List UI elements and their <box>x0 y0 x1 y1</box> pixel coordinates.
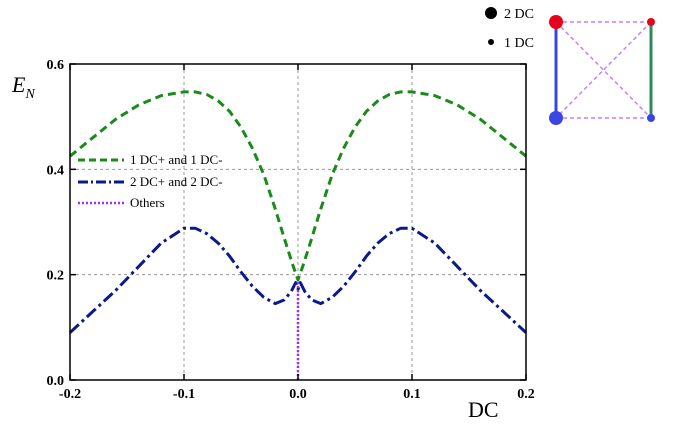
legend-label-series-3: Others <box>130 195 165 210</box>
y-tick-label: 0.6 <box>47 58 65 73</box>
x-axis-title: DC <box>468 397 499 422</box>
x-tick-label: -0.2 <box>59 387 81 402</box>
legend-label-series-2: 2 DC+ and 2 DC- <box>130 174 223 189</box>
y-tick-label: 0.0 <box>47 374 65 389</box>
y-tick-label: 0.4 <box>47 163 65 178</box>
y-axis-title: EN <box>11 72 35 102</box>
axis-ticks: -0.2 -0.1 0.0 0.1 0.2 0.0 0.2 0.4 0.6 <box>47 58 535 402</box>
legend-label-series-1: 1 DC+ and 1 DC- <box>130 152 223 167</box>
grid-lines <box>70 64 526 380</box>
inset-node-top-left <box>549 15 563 29</box>
inset-node-top-right <box>647 18 655 26</box>
inset-node-bottom-left <box>549 111 563 125</box>
inset-legend-large-dot <box>485 7 497 19</box>
x-tick-label: -0.1 <box>173 387 195 402</box>
x-tick-label: 0.0 <box>289 387 307 402</box>
plot-curves <box>68 90 528 380</box>
inset-edge-diagonal-2 <box>555 21 652 119</box>
inset-legend-small-dot <box>488 39 494 45</box>
inset-edge-diagonal-1 <box>555 21 652 119</box>
x-tick-label: 0.2 <box>517 387 535 402</box>
y-tick-label: 0.2 <box>47 269 65 284</box>
series-line-2 <box>68 226 528 334</box>
chart-legend: 1 DC+ and 1 DC- 2 DC+ and 2 DC- Others <box>78 152 223 210</box>
inset-node-bottom-right <box>647 114 655 122</box>
x-tick-label: 0.1 <box>403 387 421 402</box>
inset-legend-large-label: 2 DC <box>504 7 534 22</box>
inset-diagram: 2 DC 1 DC <box>485 7 655 125</box>
inset-legend-small-label: 1 DC <box>504 36 534 51</box>
